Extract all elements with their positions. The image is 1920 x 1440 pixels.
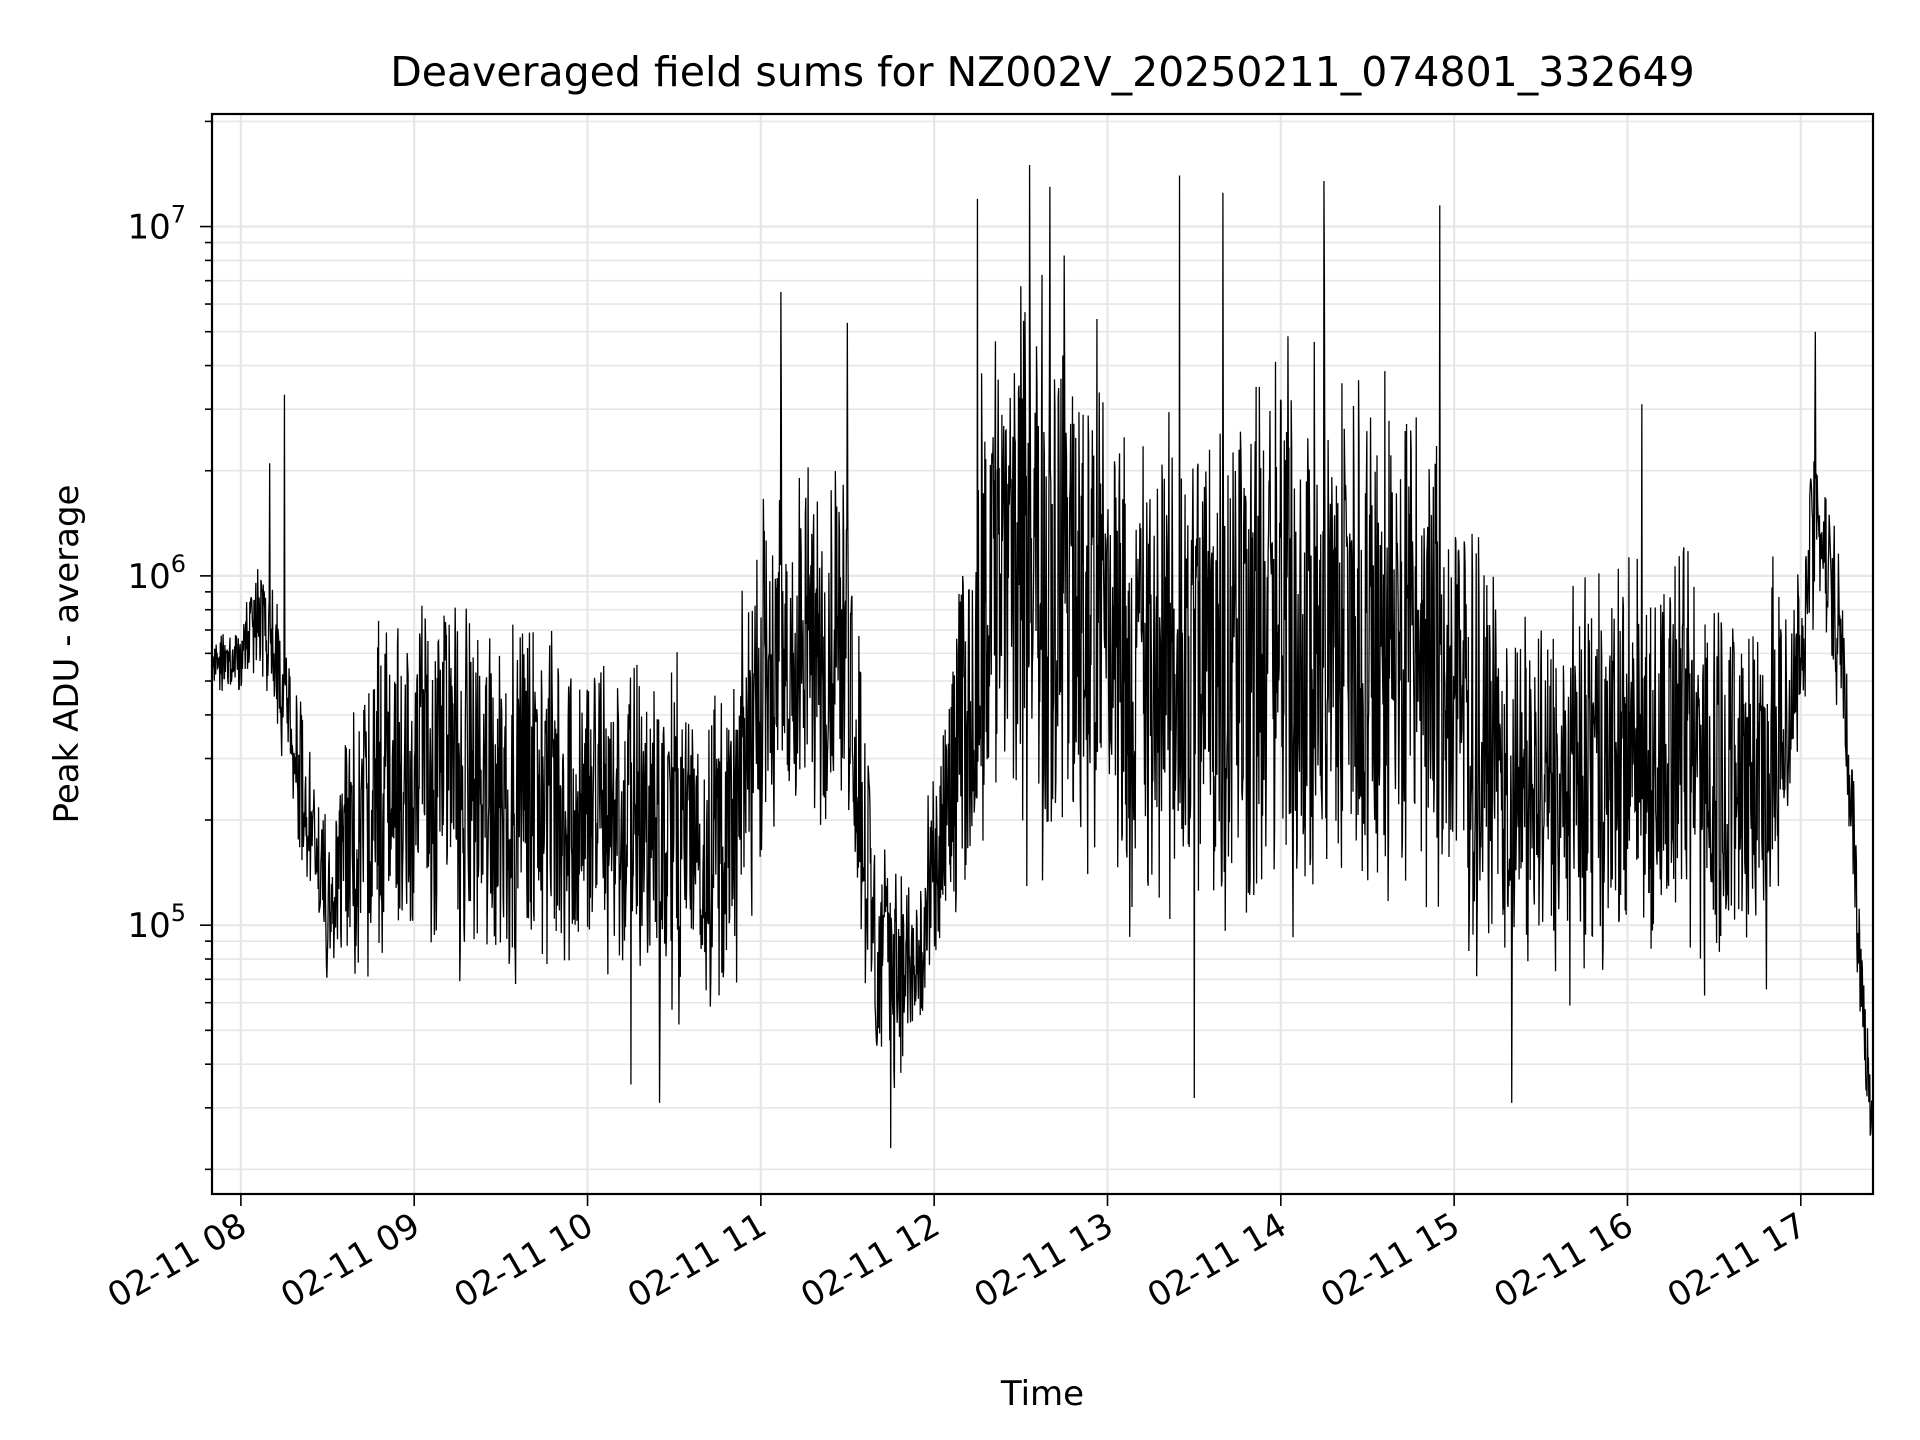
y-tick-label: 106	[127, 550, 186, 597]
y-tick-label: 105	[127, 899, 186, 946]
y-tick-base: 10	[127, 906, 170, 946]
chart-title: Deaveraged field sums for NZ002V_2025021…	[390, 48, 1695, 96]
series-line	[211, 165, 1874, 1162]
y-tick-label: 107	[127, 201, 186, 248]
series-layer	[211, 165, 1874, 1162]
x-axis-label: Time	[1000, 1374, 1084, 1414]
y-tick-base: 10	[127, 557, 170, 597]
y-tick-exponent: 7	[171, 201, 186, 229]
y-axis-label: Peak ADU - average	[47, 485, 87, 824]
y-tick-base: 10	[127, 208, 170, 248]
y-tick-exponent: 6	[171, 550, 186, 578]
y-tick-exponent: 5	[171, 899, 186, 927]
